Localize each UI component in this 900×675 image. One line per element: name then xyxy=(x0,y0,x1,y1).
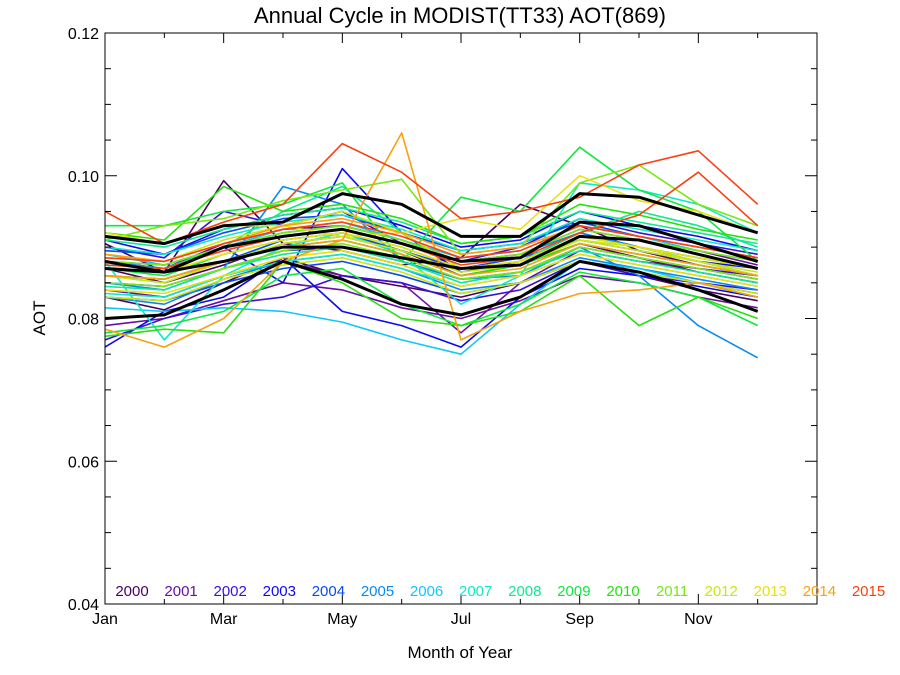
mean-line-4 xyxy=(104,259,759,320)
y-tick-label: 0.10 xyxy=(68,169,99,186)
x-tick-label: Nov xyxy=(684,611,712,628)
line-2010-3 xyxy=(104,185,758,245)
y-tick-label: 0.12 xyxy=(68,26,99,43)
line-2013-2 xyxy=(104,232,758,273)
chart-title: Annual Cycle in MODIST(TT33) AOT(869) xyxy=(254,3,666,28)
ticks-layer: Jan Mar May Jul Sep Nov 0.04 0.06 0.08 0.10 0.12 xyxy=(68,26,818,628)
x-tick-label: Sep xyxy=(565,611,594,628)
legend-item-2010: 2010 xyxy=(606,583,639,600)
line-2014-1 xyxy=(104,132,758,348)
legend-item-2003: 2003 xyxy=(263,583,296,600)
y-tick-label: 0.06 xyxy=(68,454,99,471)
series-mean xyxy=(104,192,759,320)
legend-item-2002: 2002 xyxy=(214,583,247,600)
line-2015-3 xyxy=(104,221,758,263)
legend-item-2004: 2004 xyxy=(312,583,345,600)
series-2015 xyxy=(104,142,759,270)
line-2007-1 xyxy=(104,182,759,341)
x-tick-label: Jul xyxy=(451,611,471,628)
line-2011-3 xyxy=(104,242,758,288)
legend: 2000 2001 2002 2003 2004 2005 2006 2007 2008 2009… xyxy=(115,583,885,600)
line-2015-1 xyxy=(104,142,759,245)
legend-item-2013: 2013 xyxy=(754,583,787,600)
line-2007-2 xyxy=(104,214,758,256)
legend-item-2000: 2000 xyxy=(115,583,148,600)
legend-item-2006: 2006 xyxy=(410,583,443,600)
line-2009-1 xyxy=(105,146,759,263)
legend-item-2005: 2005 xyxy=(361,583,394,600)
x-tick-label: May xyxy=(327,611,357,628)
y-tick-label: 0.08 xyxy=(68,312,99,329)
legend-item-2009: 2009 xyxy=(557,583,590,600)
mean-line-2 xyxy=(104,220,759,274)
line-2011-1 xyxy=(104,164,758,256)
line-2006-1 xyxy=(104,260,758,356)
legend-item-2011: 2011 xyxy=(656,583,688,600)
legend-item-2008: 2008 xyxy=(508,583,541,600)
y-axis-label: AOT xyxy=(30,301,49,336)
legend-item-2001: 2001 xyxy=(164,583,197,600)
x-axis-label: Month of Year xyxy=(408,643,513,662)
legend-item-2015: 2015 xyxy=(852,583,885,600)
line-2015-2 xyxy=(104,171,759,270)
line-2009-2 xyxy=(104,267,759,334)
line-2010-1 xyxy=(104,260,758,338)
x-tick-label: Mar xyxy=(210,611,238,628)
line-2013-3 xyxy=(104,249,758,295)
series-layer xyxy=(104,132,759,359)
legend-item-2007: 2007 xyxy=(459,583,492,600)
mean-line-1 xyxy=(104,192,759,246)
line-2008-3 xyxy=(104,207,758,248)
legend-item-2014: 2014 xyxy=(803,583,836,600)
line-2003-1 xyxy=(104,256,758,348)
y-tick-label: 0.04 xyxy=(68,597,99,614)
mean-line-3 xyxy=(104,234,759,274)
x-tick-label: Jan xyxy=(92,611,118,628)
legend-item-2012: 2012 xyxy=(705,583,738,600)
